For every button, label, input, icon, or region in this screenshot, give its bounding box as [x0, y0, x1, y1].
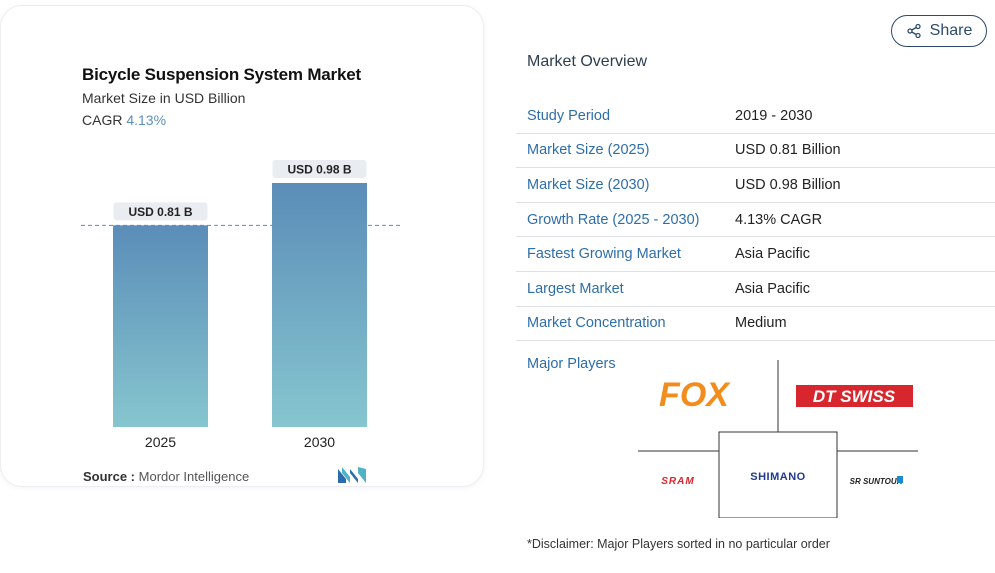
- data-label: USD 0.98 B: [287, 163, 351, 177]
- row-key: Growth Rate (2025 - 2030): [527, 211, 700, 228]
- row-value: Medium: [735, 315, 787, 332]
- row-key: Fastest Growing Market: [527, 246, 681, 263]
- chart-subtitle: Market Size in USD Billion: [82, 90, 246, 106]
- row-value: 4.13% CAGR: [735, 211, 823, 228]
- row-value: USD 0.81 Billion: [735, 142, 841, 159]
- table-row: Study Period 2019 - 2030: [516, 99, 995, 134]
- data-label-bg: [113, 202, 208, 221]
- market-overview-table: Study Period 2019 - 2030 Market Size (20…: [516, 99, 995, 342]
- x-tick-label: 2025: [145, 434, 176, 450]
- table-row: Largest Market Asia Pacific: [516, 272, 995, 307]
- source-label: Source :: [83, 469, 136, 484]
- row-value: 2019 - 2030: [735, 107, 813, 124]
- cagr-label: CAGR: [82, 112, 123, 128]
- shimano-logo: SHIMANO: [750, 471, 805, 483]
- table-row: Market Size (2025) USD 0.81 Billion: [516, 134, 995, 169]
- source-value: Mordor Intelligence: [138, 469, 250, 484]
- sr-suntour-logo: SR SUNTOUR: [850, 476, 903, 486]
- bar-2025: [113, 225, 208, 427]
- sr-suntour-logo-text: SR SUNTOUR: [850, 477, 903, 486]
- fox-logo: FOX: [659, 376, 731, 414]
- data-label-bg: [272, 160, 367, 178]
- share-icon: [906, 23, 921, 39]
- grid-center-box: [718, 431, 838, 518]
- row-key: Market Size (2030): [527, 176, 650, 193]
- major-players-grid: FOX DT SWISS SRAM SHIMANO SR SUNTOUR: [638, 360, 918, 518]
- row-key: Largest Market: [527, 280, 624, 297]
- fox-logo-text: FOX: [659, 376, 731, 414]
- bar-2030: [272, 183, 367, 427]
- dt-swiss-logo: DT SWISS: [796, 385, 913, 407]
- shimano-logo-text: SHIMANO: [750, 471, 805, 483]
- market-chart-card: Bicycle Suspension System Market Market …: [0, 5, 484, 487]
- sram-logo: SRAM: [661, 476, 694, 487]
- table-row: Growth Rate (2025 - 2030) 4.13% CAGR: [516, 203, 995, 238]
- data-label: USD 0.81 B: [128, 205, 192, 219]
- row-key: Market Size (2025): [527, 142, 650, 159]
- chart-title: Bicycle Suspension System Market: [82, 65, 361, 84]
- mordor-intelligence-logo: [338, 467, 366, 483]
- share-label: Share: [929, 22, 973, 39]
- row-value: USD 0.98 Billion: [735, 176, 841, 193]
- row-value: Asia Pacific: [735, 280, 810, 297]
- chart-cagr: CAGR 4.13%: [82, 112, 166, 128]
- row-key: Study Period: [527, 107, 611, 124]
- disclaimer: *Disclaimer: Major Players sorted in no …: [527, 537, 830, 551]
- major-players-label: Major Players: [527, 356, 616, 372]
- cagr-value: 4.13%: [126, 112, 167, 128]
- market-overview-title: Market Overview: [527, 53, 648, 70]
- sram-logo-text: SRAM: [661, 476, 694, 487]
- chart-source: Source : Mordor Intelligence: [83, 469, 249, 484]
- table-row: Market Size (2030) USD 0.98 Billion: [516, 168, 995, 203]
- x-tick-label: 2030: [304, 434, 335, 450]
- row-value: Asia Pacific: [735, 246, 810, 263]
- dt-swiss-logo-text: DT SWISS: [813, 387, 896, 406]
- share-button[interactable]: Share: [891, 15, 987, 47]
- bar-chart: USD 0.81 B 2025 USD 0.98 B 2030: [81, 160, 401, 450]
- table-row: Market Concentration Medium: [516, 307, 995, 342]
- table-row: Fastest Growing Market Asia Pacific: [516, 237, 995, 272]
- row-key: Market Concentration: [527, 315, 666, 332]
